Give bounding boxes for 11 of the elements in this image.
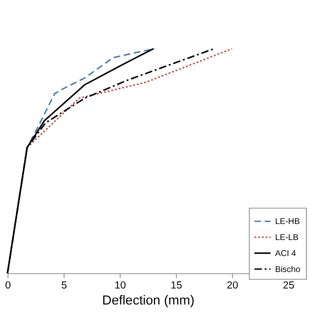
x-tick-label: 20 [226, 280, 239, 292]
x-tick-label: 10 [114, 280, 126, 292]
x-tick-label: 15 [170, 280, 182, 292]
x-axis-title: Deflection (mm) [102, 292, 194, 308]
legend-label: LE-LB [275, 232, 299, 242]
x-tick-label: 5 [61, 280, 68, 292]
legend-label: ACI 4 [275, 248, 296, 258]
x-tick-label: 25 [282, 280, 295, 292]
x-tick-label: 0 [5, 280, 12, 292]
legend-label: Bischo [275, 264, 301, 274]
legend-label: LE-HB [275, 216, 300, 226]
